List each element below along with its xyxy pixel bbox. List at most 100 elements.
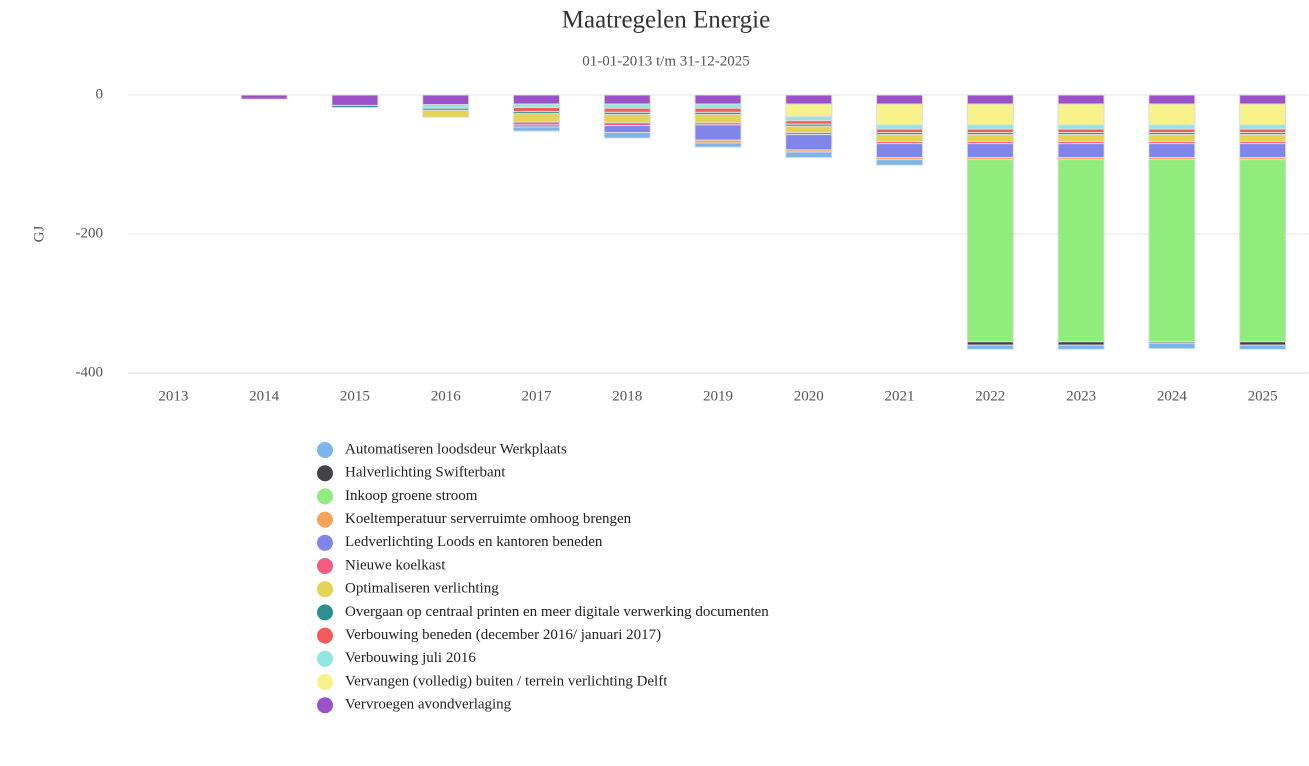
bar-segment: [785, 134, 833, 151]
bar-segment: [785, 151, 833, 159]
bar-segment: [1057, 124, 1105, 130]
bar-segment: [694, 103, 742, 109]
bar-segment: [1057, 103, 1105, 126]
x-tick-label: 2018: [612, 388, 642, 404]
legend-marker: [317, 511, 333, 528]
bar-segment: [785, 116, 833, 122]
bar-segment: [1057, 341, 1105, 346]
bar-segment: [966, 94, 1014, 105]
legend-label: Verbouwing beneden (december 2016/ janua…: [345, 627, 661, 643]
bar-segment: [331, 104, 379, 109]
x-tick-label: 2014: [249, 388, 280, 404]
chart-subtitle: 01-01-2013 t/m 31-12-2025: [582, 53, 749, 69]
legend-label: Ledverlichting Loods en kantoren beneden: [345, 534, 603, 550]
legend-marker: [317, 650, 333, 667]
legend-marker: [317, 604, 333, 621]
bar-segment: [1148, 159, 1196, 343]
x-tick-label: 2017: [521, 388, 552, 404]
bar-segment: [240, 94, 288, 100]
bar-segment: [1148, 128, 1196, 134]
legend-label: Halverlichting Swifterbant: [345, 465, 506, 481]
bar-segment: [876, 124, 924, 130]
y-tick-label: -400: [76, 364, 104, 380]
x-tick-label: 2019: [703, 388, 733, 404]
x-tick-label: 2025: [1248, 388, 1278, 404]
bar-segment: [512, 94, 560, 105]
chart-title: Maatregelen Energie: [562, 7, 770, 34]
bar-segment: [1239, 159, 1287, 343]
legend-label: Optimaliseren verlichting: [345, 581, 499, 597]
y-tick-label: 0: [96, 86, 104, 102]
legend-marker: [317, 627, 333, 644]
bar-segment: [785, 125, 833, 134]
bar-segment: [1148, 134, 1196, 143]
bar-segment: [603, 132, 651, 139]
legend-label: Overgaan op centraal printen en meer dig…: [345, 604, 769, 620]
legend-label: Automatiseren loodsdeur Werkplaats: [345, 441, 567, 457]
legend-label: Vervangen (volledig) buiten / terrein ve…: [345, 673, 668, 689]
bar-segment: [1148, 342, 1196, 350]
bar-segment: [603, 125, 651, 134]
bar-segment: [1148, 94, 1196, 105]
bar-segment: [876, 134, 924, 143]
bar-segment: [966, 159, 1014, 343]
x-tick-label: 2023: [1066, 388, 1096, 404]
bar-segment: [1148, 124, 1196, 130]
bar-segment: [694, 107, 742, 113]
bar-segment: [603, 94, 651, 105]
bar-segment: [966, 124, 1014, 130]
bar-segment: [694, 124, 742, 141]
legend-marker: [317, 465, 333, 482]
legend-marker: [317, 442, 333, 458]
legend-label: Koeltemperatuur serverruimte omhoog bren…: [345, 511, 632, 527]
x-tick-label: 2016: [431, 388, 462, 404]
bar-segment: [1057, 128, 1105, 134]
bar-segment: [1057, 344, 1105, 350]
bar-segment: [512, 107, 560, 113]
bar-segment: [1057, 143, 1105, 159]
bar-segment: [1057, 94, 1105, 105]
bar-segment: [512, 113, 560, 123]
bar-segment: [966, 143, 1014, 159]
legend-marker: [317, 558, 333, 574]
bar-segment: [785, 120, 833, 125]
x-tick-label: 2020: [794, 388, 824, 404]
bar-segment: [966, 344, 1014, 350]
bar-segment: [966, 341, 1014, 346]
legend-marker: [317, 674, 333, 690]
bar-segment: [785, 103, 833, 118]
bar-segment: [876, 159, 924, 166]
bar-segment: [1148, 103, 1196, 126]
bar-segment: [603, 113, 651, 124]
bar-segment: [1057, 134, 1105, 143]
x-tick-label: 2022: [975, 388, 1005, 404]
bar-segment: [422, 109, 470, 118]
bar-segment: [876, 94, 924, 105]
bar-segment: [1239, 128, 1287, 134]
bar-segment: [1239, 344, 1287, 350]
bar-segment: [876, 143, 924, 159]
legend-marker: [317, 488, 333, 505]
bar-segment: [694, 94, 742, 105]
bar-segment: [422, 104, 470, 109]
bar-segment: [1239, 94, 1287, 105]
legend-label: Inkoop groene stroom: [345, 488, 478, 504]
bar-segment: [331, 94, 379, 106]
bar-segment: [1148, 143, 1196, 159]
x-tick-label: 2021: [885, 388, 915, 404]
bar-segment: [603, 107, 651, 113]
legend-label: Vervroegen avondverlaging: [345, 697, 512, 713]
y-axis-label: GJ: [31, 226, 47, 243]
bar-segment: [694, 142, 742, 148]
bar-segment: [1239, 341, 1287, 346]
bar-segment: [876, 103, 924, 126]
bar-segment: [1239, 143, 1287, 159]
bar-segment: [1239, 124, 1287, 130]
bar-segment: [422, 94, 470, 106]
bar-segment: [694, 113, 742, 124]
bar-segment: [966, 128, 1014, 134]
x-tick-label: 2024: [1157, 388, 1188, 404]
legend-marker: [317, 697, 333, 714]
bar-segment: [512, 103, 560, 109]
